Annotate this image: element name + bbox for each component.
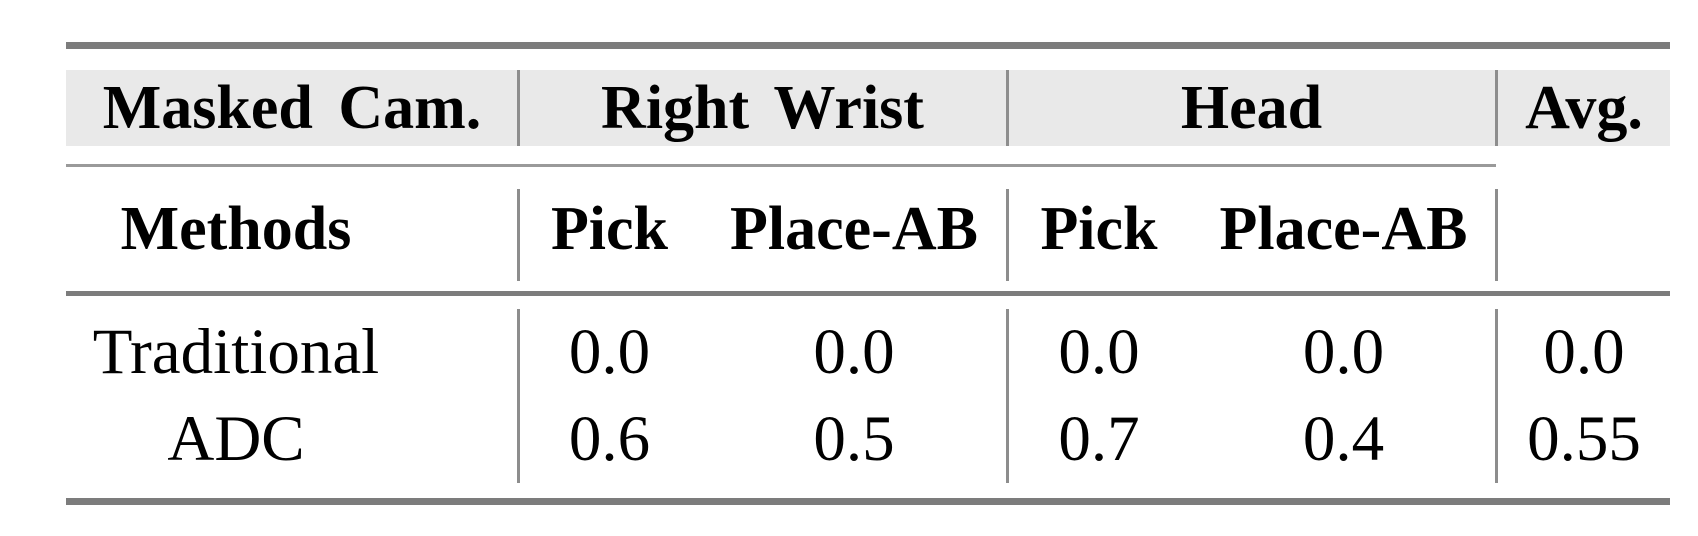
method-cell: Traditional (92, 316, 380, 388)
group-header-head: Head (1005, 70, 1496, 146)
col-header-methods: Methods (120, 194, 352, 263)
spacer (66, 146, 1670, 164)
value-cell-head-pick: 0.0 (1005, 309, 1191, 396)
table-body: Traditional 0.0 0.0 0.0 0.0 0.0 ADC 0.6 … (66, 296, 1670, 498)
col-header-avg: Avg. (1494, 70, 1672, 146)
col-header-masked-cam: Masked Cam. (102, 73, 482, 142)
col-header-head-place-ab: Place-AB (1219, 194, 1468, 263)
value-cell-head-pick: 0.7 (1005, 396, 1191, 483)
header-separator-line (66, 164, 1496, 167)
value-cell-right-wrist-place-ab: 0.5 (813, 403, 895, 475)
results-table: Masked Cam. Right Wrist Head Avg. Method… (66, 42, 1670, 505)
value-cell-avg: 0.55 (1494, 396, 1672, 483)
value-cell-right-wrist-pick: 0.6 (516, 396, 701, 483)
method-cell: ADC (167, 403, 305, 475)
value-cell-avg: 0.0 (1494, 309, 1672, 396)
value-cell-right-wrist-pick: 0.0 (516, 309, 701, 396)
group-header-right-wrist: Right Wrist (516, 70, 1007, 146)
spacer (66, 49, 1670, 70)
subheader-row: Methods Pick Place-AB Pick Place-AB (66, 167, 1670, 291)
header-body-rule (66, 291, 1670, 296)
col-header-right-wrist-pick: Pick (516, 167, 701, 291)
col-header-avg-spacer-cell (1494, 167, 1672, 291)
bottom-rule (66, 498, 1670, 505)
col-header-head-pick: Pick (1005, 167, 1191, 291)
value-cell-head-place-ab: 0.0 (1302, 316, 1385, 388)
group-header-row: Masked Cam. Right Wrist Head Avg. (66, 70, 1670, 146)
col-header-right-wrist-place-ab: Place-AB (730, 194, 978, 263)
value-cell-right-wrist-place-ab: 0.0 (813, 316, 895, 388)
top-rule (66, 42, 1670, 49)
value-cell-head-place-ab: 0.4 (1302, 403, 1385, 475)
